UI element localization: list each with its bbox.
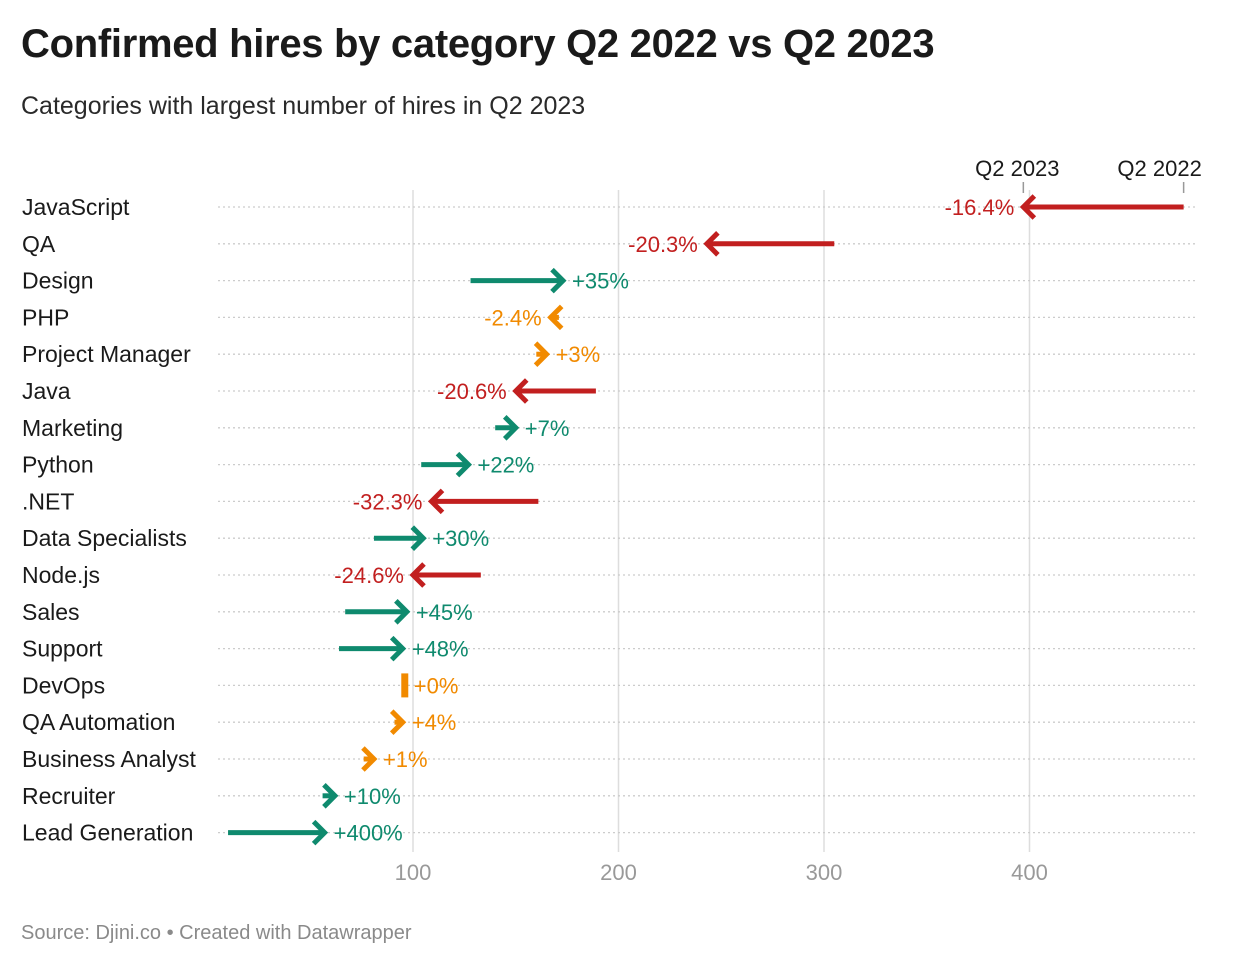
category-label: Data Specialists (22, 525, 187, 551)
arrow-head (311, 819, 329, 846)
change-label: +45% (416, 600, 473, 625)
row-devops: DevOps +0% (22, 672, 1198, 698)
category-label: QA (22, 231, 56, 257)
row-business-analyst: Business Analyst +1% (22, 746, 1198, 772)
arrow-head (547, 304, 564, 331)
arrow-head (427, 488, 445, 515)
row-recruiter: Recruiter +10% (22, 783, 1198, 809)
arrow-head (361, 746, 378, 772)
row-java: Java -20.6% (22, 378, 1198, 404)
row-support: Support +48% (22, 636, 1198, 662)
legend-q2-2022: Q2 2022 (1117, 156, 1201, 181)
category-label: PHP (22, 304, 69, 330)
change-label: +4% (412, 710, 457, 735)
legend: Q2 2023 Q2 2022 (975, 156, 1202, 193)
x-tick-label: 300 (806, 860, 843, 885)
chart-subtitle: Categories with largest number of hires … (21, 92, 586, 120)
arrow-head (389, 635, 407, 662)
row-lead-generation: Lead Generation +400% (22, 820, 1198, 846)
category-label: Node.js (22, 562, 100, 588)
rows-layer: JavaScript -16.4% QA -20.3% Design +35% PHP -2.… (22, 194, 1198, 846)
arrow-head (322, 783, 339, 809)
x-tick-label: 200 (600, 860, 637, 885)
change-label: +3% (556, 342, 601, 367)
change-label: +1% (383, 747, 428, 772)
change-label: +22% (477, 453, 534, 478)
legend-q2-2023: Q2 2023 (975, 156, 1059, 181)
change-label: +10% (344, 784, 401, 809)
change-label: -24.6% (334, 563, 404, 588)
arrow-head (410, 525, 427, 551)
x-tick-label: 400 (1011, 860, 1048, 885)
row--net: .NET -32.3% (22, 488, 1198, 514)
category-label: Recruiter (22, 783, 116, 809)
row-python: Python +22% (22, 452, 1198, 478)
category-label: Marketing (22, 415, 123, 441)
row-sales: Sales +45% (22, 599, 1198, 625)
row-marketing: Marketing +7% (22, 415, 1198, 441)
change-label: -2.4% (484, 305, 541, 330)
row-qa: QA -20.3% (22, 231, 1198, 257)
change-label: +7% (525, 416, 570, 441)
change-label: -20.3% (628, 232, 698, 257)
arrow-head (512, 378, 529, 404)
change-label: +400% (334, 821, 403, 846)
change-label: -16.4% (945, 195, 1015, 220)
source-note: Source: Djini.co • Created with Datawrap… (21, 922, 412, 944)
change-label: +48% (412, 637, 469, 662)
category-label: QA Automation (22, 709, 175, 735)
row-design: Design +35% (22, 268, 1198, 294)
arrow-head (409, 562, 426, 588)
category-label: JavaScript (22, 194, 130, 220)
chart-title: Confirmed hires by category Q2 2022 vs Q… (21, 22, 935, 66)
category-label: .NET (22, 488, 74, 514)
row-node-js: Node.js -24.6% (22, 562, 1198, 588)
grid-layer: 100 200 300 400 (395, 190, 1048, 885)
row-php: PHP -2.4% (22, 304, 1198, 330)
change-label: +0% (414, 673, 459, 698)
arrow-head (389, 709, 407, 735)
arrow-head (703, 231, 720, 257)
category-label: Python (22, 452, 94, 478)
change-label: +30% (432, 526, 489, 551)
category-label: Project Manager (22, 341, 191, 367)
change-label: -32.3% (353, 489, 423, 514)
arrow-head (502, 415, 520, 441)
category-label: Business Analyst (22, 746, 196, 772)
arrow-head (455, 451, 473, 478)
row-project-manager: Project Manager +3% (22, 341, 1198, 367)
x-tick-label: 100 (395, 860, 432, 885)
change-label: +35% (572, 269, 629, 294)
category-label: Sales (22, 599, 80, 625)
category-label: Lead Generation (22, 820, 193, 846)
arrow-head (550, 267, 567, 294)
category-label: Design (22, 268, 94, 294)
row-data-specialists: Data Specialists +30% (22, 525, 1198, 551)
change-label: -20.6% (437, 379, 507, 404)
arrow-head (533, 341, 551, 367)
category-label: Support (22, 636, 103, 662)
arrow-head (1019, 194, 1037, 220)
row-javascript: JavaScript -16.4% (22, 194, 1198, 220)
arrow-head (394, 599, 411, 625)
row-qa-automation: QA Automation +4% (22, 709, 1198, 735)
category-label: DevOps (22, 672, 105, 698)
category-label: Java (22, 378, 71, 404)
